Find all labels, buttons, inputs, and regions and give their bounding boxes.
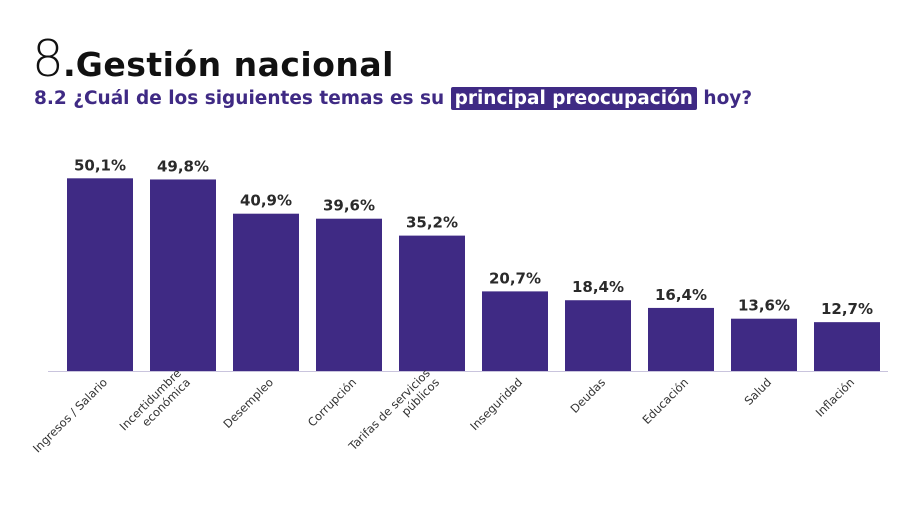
section-dot: . [62, 45, 76, 85]
value-label-2: 40,9% [240, 192, 292, 210]
category-label-line: Educación [639, 375, 691, 427]
value-label-0: 50,1% [74, 156, 126, 174]
value-label-6: 18,4% [572, 278, 624, 296]
section-title: Gestión nacional [75, 45, 394, 84]
bar-7 [648, 307, 714, 371]
value-label-1: 49,8% [157, 157, 209, 175]
category-label-line: Salud [741, 375, 774, 408]
category-label-9: Inflación [813, 375, 857, 419]
value-label-7: 16,4% [655, 286, 707, 304]
bar-4 [399, 235, 465, 371]
question-prefix: 8.2 ¿Cuál de los siguientes temas es su [34, 88, 451, 109]
category-label-6: Deudas [567, 375, 608, 416]
value-label-5: 20,7% [489, 269, 541, 287]
section-number: 8 [32, 30, 64, 88]
bar-2 [233, 213, 299, 371]
category-label-line: Deudas [567, 375, 608, 416]
chart-question: 8.2 ¿Cuál de los siguientes temas es su … [34, 87, 753, 110]
bar-8 [731, 318, 797, 371]
category-label-line: Ingresos / Salario [30, 375, 110, 455]
value-label-8: 13,6% [738, 297, 790, 315]
bar-3 [316, 218, 382, 371]
page-heading: 8 . Gestión nacional [32, 30, 394, 88]
bar-9 [814, 322, 880, 371]
category-label-2: Desempleo [220, 375, 276, 431]
category-label-0: Ingresos / Salario [30, 375, 110, 455]
question-highlight: principal preocupación [450, 87, 697, 110]
bar-6 [565, 300, 631, 371]
category-label-5: Inseguridad [467, 375, 525, 433]
category-label-1: Incertidumbreeconómica [117, 366, 193, 442]
category-label-3: Corrupción [305, 375, 359, 429]
category-label-line: Tarifas de servicios [345, 366, 433, 454]
category-label-8: Salud [741, 375, 774, 408]
bar-0 [67, 178, 133, 371]
category-label-4: Tarifas de serviciospúblicos [345, 366, 442, 463]
category-label-line: Inseguridad [467, 375, 525, 433]
category-label-7: Educación [639, 375, 691, 427]
category-label-line: Corrupción [305, 375, 359, 429]
question-suffix: hoy? [696, 88, 753, 109]
bar-5 [482, 291, 548, 371]
category-label-line: Desempleo [220, 375, 276, 431]
value-label-4: 35,2% [406, 214, 458, 232]
value-label-3: 39,6% [323, 197, 375, 215]
category-label-line: Inflación [813, 375, 857, 419]
value-label-9: 12,7% [821, 300, 873, 318]
bar-1 [150, 179, 216, 371]
